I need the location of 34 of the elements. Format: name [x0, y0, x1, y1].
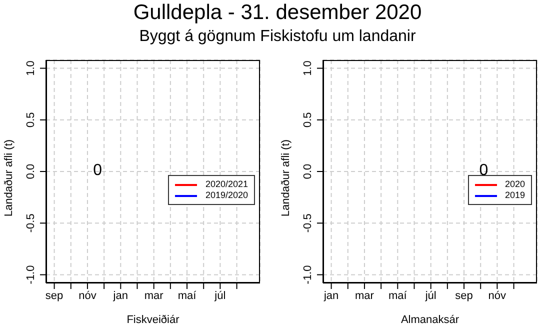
x-axis-title: Fiskveiðiár: [126, 314, 180, 326]
y-tick-label: -1.0: [25, 265, 37, 284]
y-tick-label: 0.5: [25, 112, 37, 128]
y-tick-label: -0.5: [302, 214, 314, 233]
legend-label: 2020/2021: [205, 179, 248, 190]
x-tick-label: maí: [388, 290, 408, 302]
x-tick-label: sep: [455, 290, 473, 302]
x-tick-label: nóv: [488, 290, 507, 302]
x-tick-label: nóv: [78, 290, 97, 302]
legend-label: 2019: [504, 190, 525, 201]
annotation: 0: [479, 162, 488, 180]
x-tick-label: maí: [178, 290, 198, 302]
x-tick-label: sep: [45, 290, 64, 302]
x-tick-label: mar: [354, 290, 374, 302]
x-tick-label: júl: [424, 290, 436, 302]
x-tick-label: júl: [214, 290, 226, 302]
chart-title: Gulldepla - 31. desember 2020: [132, 0, 423, 26]
annotation: 0: [93, 162, 102, 180]
x-axis-title: Almanaksár: [400, 314, 460, 326]
y-tick-label: 0.0: [25, 164, 37, 180]
x-tick-label: jan: [112, 290, 128, 302]
y-axis-title: Landaður afli (t): [2, 139, 15, 216]
y-axis-title: Landaður afli (t): [280, 139, 292, 216]
legend-label: 2020: [504, 179, 525, 190]
y-tick-label: 1.0: [25, 60, 37, 76]
x-tick-label: mar: [144, 290, 164, 302]
y-tick-label: 1.0: [302, 60, 314, 76]
y-tick-label: -0.5: [25, 214, 37, 233]
y-tick-label: -1.0: [302, 265, 314, 284]
x-tick-label: jan: [322, 290, 339, 302]
legend-label: 2019/2020: [205, 190, 248, 201]
y-tick-label: 0.5: [302, 112, 314, 128]
y-tick-label: 0.0: [302, 164, 314, 180]
chart-subtitle: Byggt á gögnum Fiskistofu um landanir: [138, 27, 417, 47]
